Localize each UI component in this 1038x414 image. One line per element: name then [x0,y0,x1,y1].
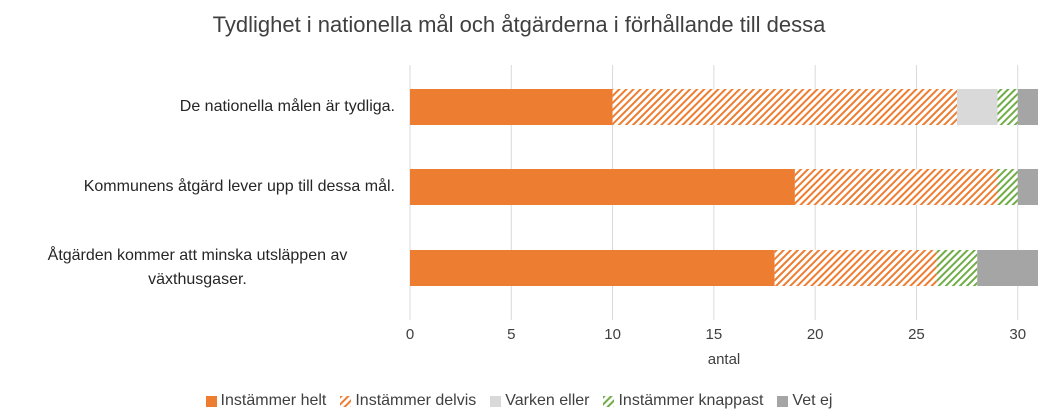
bar-segment [794,169,998,205]
bar-segment [956,89,998,125]
legend-swatch [205,395,217,407]
x-tick-label: 30 [1009,326,1026,343]
bar-segment [1017,169,1038,205]
x-tick-label: 25 [908,326,925,343]
y-tick-label: Kommunens åtgärd lever upp till dessa må… [83,178,395,195]
category-label-box: Åtgärden kommer att minska utsläppen av … [0,244,395,292]
bar-segment [612,89,957,125]
x-tick-label: 10 [604,326,621,343]
legend-swatch-fill [603,395,615,407]
bar-segment [410,169,795,205]
legend-item: Vet ej [777,392,832,410]
legend-swatch [490,395,502,407]
bar-segment [1017,89,1038,125]
x-tick-label: 15 [706,326,723,343]
legend-swatch [603,395,615,407]
bar-segment [774,250,937,286]
legend-swatch-fill [205,395,217,407]
chart-title: Tydlighet i nationella mål och åtgärdern… [213,12,826,37]
y-tick-label: Åtgärden kommer att minska utsläppen av … [47,247,348,288]
legend-item: Instämmer delvis [340,392,476,410]
legend-swatch-fill [340,395,352,407]
legend-item: Instämmer knappast [603,392,763,410]
x-tick-label: 5 [507,326,515,343]
category-label-box: De nationella målen är tydliga. [0,95,395,119]
bar-segment [936,250,978,286]
y-tick-label: De nationella målen är tydliga. [179,98,395,115]
bar-segment [997,169,1018,205]
category-label-box: Kommunens åtgärd lever upp till dessa må… [0,175,395,199]
bar-segment [410,250,775,286]
legend-swatch-fill [777,395,789,407]
x-tick-label: 20 [807,326,824,343]
legend-label: Instämmer delvis [355,392,477,409]
x-axis-label: antal [708,351,741,368]
x-tick-label: 0 [406,326,414,343]
legend-item: Instämmer helt [205,392,327,410]
bar-segment [997,89,1018,125]
bar-segment [977,250,1038,286]
legend-swatch-fill [490,395,502,407]
legend: Instämmer helt Instämmer delvis Varken ell… [0,392,1038,410]
legend-label: Instämmer knappast [618,392,764,409]
legend-item: Varken eller [490,392,589,410]
legend-swatch [777,395,789,407]
bar-segment [410,89,613,125]
legend-label: Vet ej [792,392,833,409]
legend-label: Varken eller [505,392,590,409]
legend-label: Instämmer helt [220,392,327,409]
legend-swatch [340,395,352,407]
